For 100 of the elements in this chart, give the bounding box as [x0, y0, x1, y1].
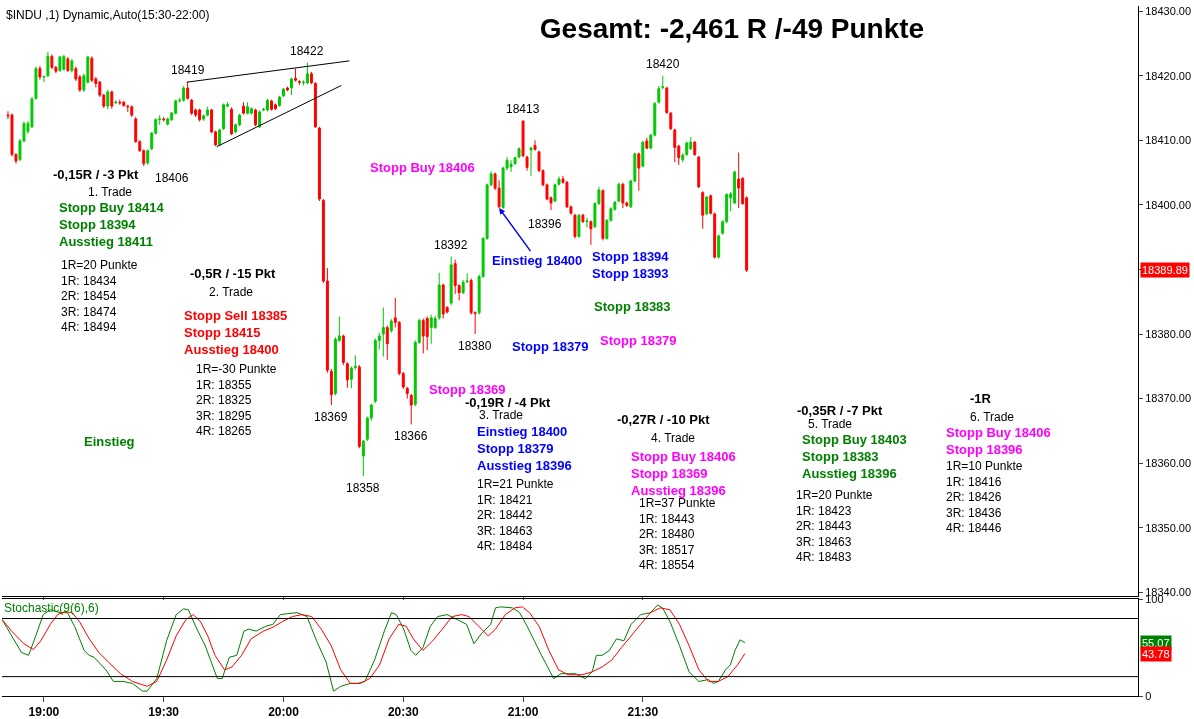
annotation: 1R=20 Punkte 1R: 18434 2R: 18454 3R: 18474 4R: 18494 — [61, 258, 138, 335]
candlestick — [421, 318, 425, 354]
candlestick — [645, 137, 649, 150]
annotation: 1R=-30 Punkte 1R: 18355 2R: 18325 3R: 18295 4R: 18265 — [196, 362, 277, 439]
candlestick — [305, 62, 309, 85]
candlestick — [357, 364, 361, 449]
annotation: 6. Trade — [970, 410, 1015, 424]
annotation: -0,27R / -10 Pkt — [617, 412, 711, 427]
annotation: 1R=21 Punkte 1R: 18421 2R: 18442 3R: 18463 4R: 18484 — [477, 477, 554, 554]
y-tick-label: 18420.00 — [1145, 69, 1192, 82]
candlestick — [641, 140, 645, 168]
candlestick — [110, 90, 114, 110]
candlestick — [38, 65, 42, 81]
candlestick — [126, 104, 130, 113]
candlestick — [409, 393, 413, 425]
annotation: -0,19R / -4 Pkt — [465, 395, 551, 410]
annotation: 1. Trade — [88, 185, 133, 199]
candlestick — [317, 126, 321, 202]
annotation: Einstieg — [84, 434, 135, 449]
candlestick — [581, 213, 585, 224]
annotation: Stochastic(9(6),6) — [4, 601, 99, 615]
annotation: Stopp Buy 18406 Stopp 18369 Ausstieg 18396 — [631, 449, 736, 498]
candlestick — [381, 307, 385, 358]
annotation: -0,15R / -3 Pkt — [53, 167, 139, 182]
candlestick — [70, 58, 74, 74]
candlestick — [58, 55, 62, 73]
candlestick — [90, 55, 94, 83]
candlestick — [449, 256, 453, 306]
x-tick-label: 21:30 — [627, 705, 659, 719]
candlestick — [289, 77, 293, 96]
candlestick — [681, 152, 685, 163]
candlestick — [114, 99, 118, 105]
candlestick — [389, 318, 393, 334]
candlestick — [361, 439, 365, 477]
annotation: 18419 — [171, 63, 205, 77]
candlestick — [685, 141, 689, 157]
annotation: 1R=20 Punkte 1R: 18423 2R: 18443 3R: 18463 4R: 18483 — [796, 488, 873, 565]
y-tick-label: 18350.00 — [1145, 521, 1192, 534]
text: 18389.89 — [1142, 264, 1188, 276]
candlestick — [230, 106, 234, 136]
annotation: 18369 — [314, 410, 348, 424]
candlestick — [573, 213, 577, 239]
annotation: 3. Trade — [479, 408, 524, 422]
annotation: 18422 — [290, 44, 324, 58]
candlestick — [349, 365, 353, 389]
candlestick — [673, 128, 677, 163]
y-tick-label: 0 — [1145, 689, 1152, 702]
annotation: Stopp 18394 Stopp 18393 — [592, 249, 670, 281]
candlestick — [286, 86, 289, 92]
annotation: Einstieg 18400 — [492, 253, 583, 268]
candlestick — [693, 140, 697, 157]
annotation: Stopp Buy 18414 Stopp 18394 Ausstieg 18411 — [59, 200, 165, 249]
candlestick — [429, 314, 433, 345]
annotation: 18396 — [528, 217, 562, 231]
x-tick-label: 20:30 — [387, 705, 419, 719]
candlestick — [122, 101, 126, 108]
candlestick — [441, 283, 445, 320]
annotation: Stopp 18383 — [594, 299, 671, 314]
annotation: 18358 — [346, 481, 380, 495]
candlestick — [182, 85, 186, 103]
candlestick — [162, 116, 166, 123]
x-tick-label: 19:30 — [148, 705, 180, 719]
annotation: Stopp 18379 — [512, 339, 589, 354]
candlestick — [198, 108, 202, 123]
y-tick-label: 18430.00 — [1145, 5, 1192, 18]
candlestick — [106, 89, 110, 110]
candlestick — [425, 316, 429, 351]
candlestick — [250, 106, 254, 115]
candlestick — [206, 106, 210, 117]
chart-title: Gesamt: -2,461 R /-49 Punkte — [539, 12, 925, 44]
annotation: -1R — [970, 391, 992, 406]
candlestick — [533, 139, 537, 152]
candlestick — [118, 99, 122, 106]
candlestick — [601, 188, 605, 241]
annotation: 18413 — [506, 102, 540, 116]
candlestick — [309, 71, 313, 85]
annotation: -0,35R / -7 Pkt — [797, 403, 883, 418]
y-tick-label: 18370.00 — [1145, 392, 1192, 405]
annotation: 2. Trade — [209, 285, 254, 299]
annotation: 5. Trade — [808, 417, 853, 431]
candlestick — [585, 217, 589, 228]
candlestick — [577, 213, 581, 239]
candlestick — [669, 111, 673, 131]
candlestick — [274, 103, 277, 111]
annotation: 18366 — [394, 429, 428, 443]
candlestick — [270, 99, 273, 112]
candlestick — [621, 182, 625, 209]
annotation: 18406 — [155, 171, 189, 185]
annotation: 4. Trade — [651, 431, 696, 445]
candlestick — [297, 79, 301, 86]
annotation: Stopp 18379 — [600, 333, 677, 348]
candlestick — [282, 87, 285, 98]
text: 55.07 — [1142, 637, 1170, 649]
candlestick — [258, 110, 261, 129]
chart-subtitle: $INDU ,1) Dynamic,Auto(15:30-22:00) — [6, 8, 210, 22]
annotation: Stopp Buy 18403 Stopp 18383 Ausstieg 18396 — [802, 432, 907, 481]
annotation: Stopp Sell 18385 Stopp 18415 Ausstieg 18400 — [184, 308, 288, 357]
x-tick-label: 20:00 — [268, 705, 300, 719]
candlestick — [50, 53, 54, 70]
candlestick — [222, 103, 226, 131]
